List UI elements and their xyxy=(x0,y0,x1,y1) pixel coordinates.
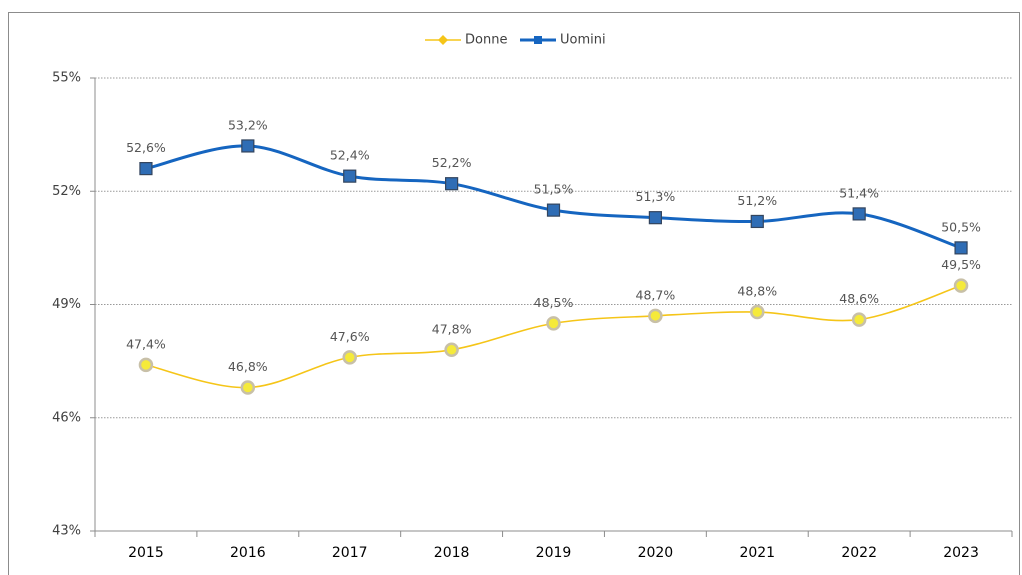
marker xyxy=(445,177,459,191)
y-tick-label: 43% xyxy=(52,524,81,539)
marker xyxy=(444,342,459,358)
marker xyxy=(546,316,561,331)
y-tick-label: 55% xyxy=(52,71,81,86)
marker xyxy=(953,278,969,293)
data-label: 51,3% xyxy=(636,189,676,204)
marker xyxy=(648,308,663,324)
x-tick-label: 2018 xyxy=(434,545,470,561)
data-label: 51,4% xyxy=(839,185,879,200)
marker xyxy=(750,304,765,320)
marker xyxy=(648,211,662,225)
marker xyxy=(954,241,968,255)
marker xyxy=(343,169,357,183)
marker xyxy=(750,214,764,229)
x-tick-label: 2021 xyxy=(739,545,775,561)
data-label: 48,6% xyxy=(839,291,879,306)
data-label: 47,6% xyxy=(330,329,370,344)
data-label: 47,4% xyxy=(126,336,166,351)
marker xyxy=(138,357,154,373)
x-tick-label: 2020 xyxy=(638,545,674,561)
x-tick-label: 2019 xyxy=(536,545,572,561)
data-label: 51,5% xyxy=(534,182,574,197)
x-tick-label: 2017 xyxy=(332,545,368,561)
data-label: 47,8% xyxy=(432,321,472,336)
marker xyxy=(851,312,867,327)
marker xyxy=(139,162,153,176)
marker xyxy=(546,203,561,217)
data-label: 46,8% xyxy=(228,359,268,374)
data-label: 48,7% xyxy=(636,287,676,302)
x-tick-label: 2015 xyxy=(128,545,164,561)
data-label: 50,5% xyxy=(941,219,981,234)
marker xyxy=(852,207,866,221)
legend-label: Uomini xyxy=(560,33,606,48)
data-label: 52,4% xyxy=(330,148,370,163)
legend-marker xyxy=(534,36,542,44)
data-label: 51,2% xyxy=(737,193,777,208)
data-label: 48,5% xyxy=(534,295,574,310)
marker xyxy=(342,350,357,365)
y-tick-label: 46% xyxy=(52,410,81,425)
legend-label: Donne xyxy=(465,33,507,48)
marker xyxy=(240,380,256,395)
data-label: 52,6% xyxy=(126,140,166,155)
x-tick-label: 2016 xyxy=(230,545,266,561)
data-label: 49,5% xyxy=(941,257,981,272)
data-label: 53,2% xyxy=(228,117,268,132)
data-label: 52,2% xyxy=(432,155,472,170)
marker xyxy=(241,139,255,153)
x-tick-label: 2022 xyxy=(841,545,877,561)
legend-marker xyxy=(438,35,448,45)
x-tick-label: 2023 xyxy=(943,545,979,561)
y-tick-label: 52% xyxy=(52,184,81,199)
chart-frame xyxy=(8,12,1020,575)
y-tick-label: 49% xyxy=(52,297,81,312)
data-label: 48,8% xyxy=(737,284,777,299)
